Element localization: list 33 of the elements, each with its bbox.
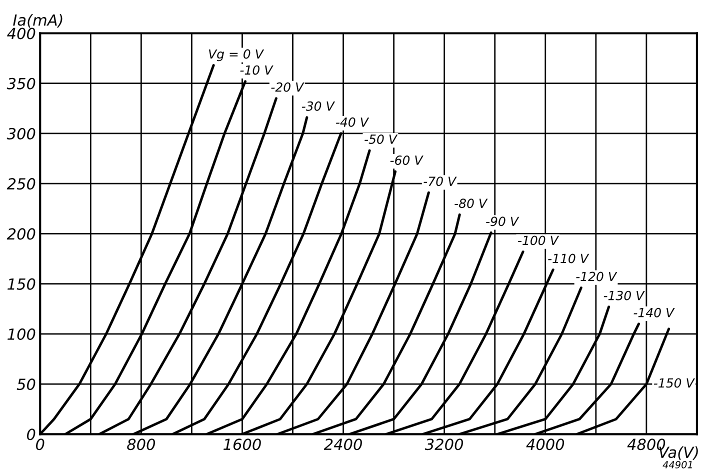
- series-label: -20 V: [271, 82, 304, 92]
- series-label: -10 V: [240, 65, 274, 75]
- y-tick-label: 200: [6, 228, 36, 240]
- y-tick-label: 150: [8, 278, 36, 290]
- series-label: -150 V: [654, 378, 695, 388]
- series-label: -120 V: [576, 272, 618, 282]
- series-label: -50 V: [364, 134, 398, 144]
- series-label: -70 V: [424, 176, 457, 186]
- y-tick-label: 0: [27, 428, 36, 440]
- series-label: -110 V: [548, 254, 590, 264]
- y-tick-label: 350: [6, 78, 36, 90]
- y-axis-title: Ia(mA): [13, 14, 62, 28]
- x-tick-label: 1600: [224, 438, 261, 450]
- x-tick-label: 0: [36, 438, 44, 450]
- y-tick-label: 100: [8, 328, 36, 340]
- series-label: -90 V: [486, 216, 520, 226]
- x-tick-label: 4000: [526, 438, 564, 450]
- x-tick-label: 2400: [324, 438, 362, 450]
- y-tick-label: 300: [6, 128, 36, 140]
- series-label: -80 V: [454, 198, 488, 208]
- y-tick-label: 50: [16, 378, 36, 390]
- x-tick-label: 800: [127, 438, 155, 450]
- y-tick-label: 250: [6, 178, 36, 190]
- series-label: -30 V: [302, 101, 336, 111]
- series-label: -140 V: [634, 308, 675, 318]
- x-tick-label: 3200: [424, 438, 464, 450]
- series-label: Vg = 0 V: [208, 49, 264, 62]
- series-label: -130 V: [604, 290, 645, 300]
- series-label: -40 V: [336, 117, 370, 127]
- text: 44901: [662, 461, 692, 468]
- y-tick-label: 400: [7, 28, 36, 40]
- series-label: -100 V: [518, 236, 560, 246]
- series-label: -60 V: [390, 156, 424, 165]
